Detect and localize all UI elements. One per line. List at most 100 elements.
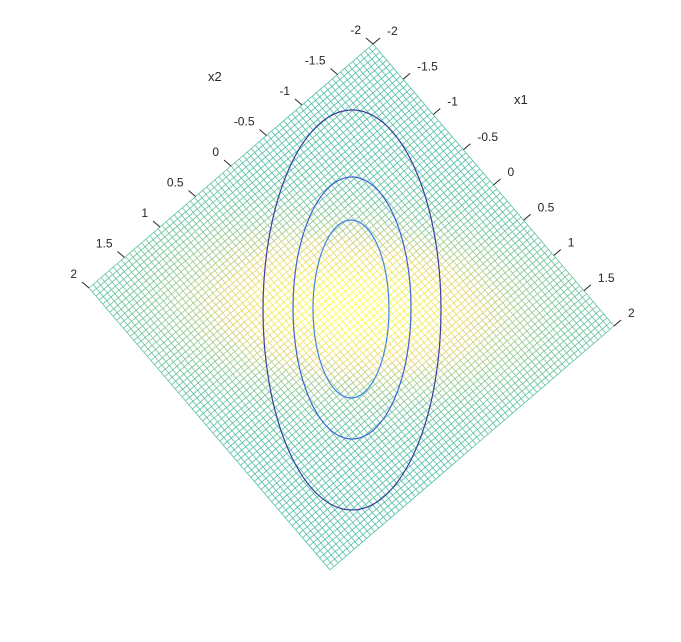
surface-mesh-line xyxy=(425,138,440,155)
surface-mesh-line xyxy=(134,275,150,293)
surface-mesh-line xyxy=(234,162,250,179)
x2-tick-mark xyxy=(259,129,267,136)
surface-mesh-line xyxy=(419,255,434,272)
surface-mesh-line xyxy=(134,332,149,350)
surface-mesh-line xyxy=(378,289,394,307)
surface-mesh-line xyxy=(387,366,403,383)
surface-mesh-line xyxy=(372,323,387,341)
x2-tick-label: -0.5 xyxy=(234,115,255,129)
surface-mesh-line xyxy=(353,144,368,161)
surface-mesh-line xyxy=(346,177,362,195)
surface-mesh-line xyxy=(328,82,343,99)
surface-mesh-line xyxy=(386,199,401,217)
surface-mesh-line xyxy=(519,364,535,381)
surface-mesh-line xyxy=(404,435,420,452)
surface-mesh-line xyxy=(328,305,344,322)
surface-mesh-line xyxy=(239,381,254,399)
surface-mesh-line xyxy=(479,399,494,416)
surface-mesh-line xyxy=(369,130,384,148)
surface-mesh-line xyxy=(121,259,136,277)
surface-mesh-line xyxy=(444,457,453,466)
surface-mesh-line xyxy=(138,329,153,346)
surface-mesh-line xyxy=(416,481,424,491)
surface-mesh-line xyxy=(494,218,509,236)
surface-mesh-line xyxy=(554,363,562,372)
surface-mesh-line xyxy=(304,186,319,203)
surface-mesh-line xyxy=(337,241,353,259)
surface-mesh-line xyxy=(292,196,307,214)
surface-mesh-line xyxy=(418,451,434,469)
surface-mesh-line xyxy=(329,108,345,126)
surface-mesh-line xyxy=(295,529,310,547)
surface-mesh-line xyxy=(346,457,361,475)
surface-mesh-line xyxy=(324,308,340,326)
surface-mesh-line xyxy=(477,232,493,250)
surface-mesh-line xyxy=(155,258,170,276)
surface-mesh-line xyxy=(259,141,274,158)
surface-mesh-line xyxy=(330,554,339,564)
surface-mesh-line xyxy=(129,336,145,353)
surface-mesh-line xyxy=(400,159,416,176)
surface-mesh-line xyxy=(287,256,302,274)
surface-mesh-line xyxy=(187,370,202,388)
surface-mesh-line xyxy=(451,227,467,244)
surface-mesh-line xyxy=(264,164,280,182)
surface-mesh-line xyxy=(196,306,211,324)
surface-mesh-line xyxy=(124,313,139,330)
surface-mesh-line xyxy=(472,432,481,442)
surface-mesh-line xyxy=(231,388,246,406)
surface-mesh-line xyxy=(271,270,286,288)
surface-mesh-line xyxy=(448,313,464,331)
surface-mesh-line xyxy=(329,388,344,405)
surface-mesh-line xyxy=(129,252,144,270)
surface-mesh-line xyxy=(287,479,303,497)
surface-mesh-line xyxy=(247,235,263,252)
surface-mesh-line xyxy=(293,363,309,380)
surface-mesh-line xyxy=(414,175,430,192)
surface-mesh-line xyxy=(198,276,214,294)
surface-mesh-line xyxy=(460,443,469,452)
surface-mesh-line xyxy=(284,343,299,361)
surface-mesh-line xyxy=(463,413,478,430)
surface-mesh-line xyxy=(383,369,399,387)
surface-mesh-line xyxy=(221,229,237,246)
surface-mesh-line xyxy=(446,204,461,221)
surface-mesh-line xyxy=(471,266,486,283)
surface-mesh-line xyxy=(598,324,607,334)
surface-mesh-line xyxy=(489,278,504,296)
surface-mesh-line xyxy=(219,399,234,416)
surface-mesh-line xyxy=(157,228,173,246)
surface-mesh-line xyxy=(334,328,349,345)
surface-mesh-line xyxy=(246,431,262,449)
surface-mesh-line xyxy=(473,376,489,393)
surface-mesh-line xyxy=(373,126,388,144)
surface-mesh-line xyxy=(262,417,278,435)
surface-mesh-line xyxy=(276,433,292,451)
surface-mesh-line xyxy=(262,334,277,351)
surface-mesh-line xyxy=(478,176,494,193)
surface-mesh-line xyxy=(240,465,255,482)
surface-mesh-line xyxy=(118,289,134,307)
surface-mesh-line xyxy=(316,175,332,193)
surface-mesh-line xyxy=(165,221,181,239)
surface-mesh-line xyxy=(479,259,494,276)
surface-mesh-line xyxy=(407,125,422,143)
surface-mesh-line xyxy=(472,209,487,227)
surface-mesh-line xyxy=(492,192,508,209)
surface-mesh-line xyxy=(142,325,157,343)
surface-mesh-line xyxy=(407,405,422,422)
surface-mesh-line xyxy=(539,263,554,281)
surface-mesh-line xyxy=(389,392,404,410)
surface-mesh-line xyxy=(584,308,600,326)
surface-mesh-line xyxy=(184,317,199,334)
surface-mesh-line xyxy=(117,263,132,280)
surface-mesh-line xyxy=(210,406,226,423)
surface-mesh-line xyxy=(319,145,334,163)
surface-mesh-line xyxy=(427,248,443,265)
surface-mesh-line xyxy=(143,352,159,369)
surface-mesh-line xyxy=(227,252,242,270)
surface-mesh-line xyxy=(567,295,582,313)
surface-mesh-line xyxy=(360,333,375,351)
surface-mesh-line xyxy=(392,305,408,323)
surface-mesh-line xyxy=(92,284,108,301)
